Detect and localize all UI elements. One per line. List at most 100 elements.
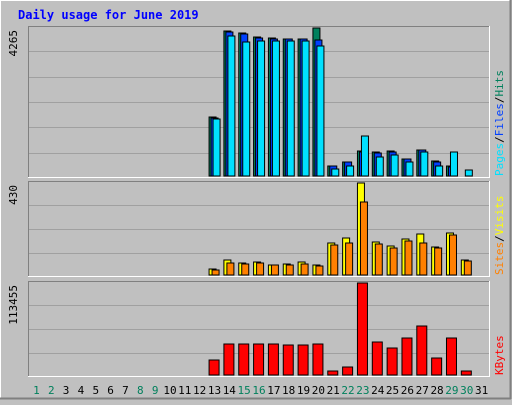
series-kbytes [208, 282, 472, 376]
panel-max-label: 113455 [7, 285, 20, 325]
series-sites [211, 201, 472, 276]
x-tick-label: 6 [107, 384, 114, 397]
legend-sites: Sites [493, 242, 506, 275]
x-tick-label: 26 [401, 384, 414, 397]
bar-pages-day-21 [331, 168, 340, 177]
bar-pages-day-13 [212, 118, 221, 177]
x-tick-label: 14 [223, 384, 237, 397]
x-tick-label: 16 [252, 384, 265, 397]
bar-kbytes-day-20 [312, 343, 324, 376]
panel-max-label: 430 [7, 185, 20, 205]
bar-sites-day-14 [226, 262, 235, 276]
legend-kbytes: KBytes [493, 335, 506, 375]
x-tick-label: 24 [371, 384, 385, 397]
bar-kbytes-day-22 [342, 366, 354, 376]
x-tick-label: 19 [297, 384, 310, 397]
x-tick-label: 13 [208, 384, 221, 397]
bar-kbytes-day-30 [460, 370, 472, 376]
x-tick-label: 8 [137, 384, 144, 397]
bar-pages-day-22 [346, 165, 355, 177]
bar-pages-day-27 [420, 151, 429, 177]
x-tick-label: 17 [267, 384, 280, 397]
bar-kbytes-day-18 [282, 344, 294, 376]
series-pages [212, 35, 473, 177]
chart-panels: 4265Pages/Files/Hits430Sites/Visits11345… [7, 26, 506, 377]
bar-sites-day-17 [270, 264, 279, 276]
chart-title: Daily usage for June 2019 [18, 8, 199, 22]
bar-pages-day-17 [271, 40, 280, 177]
bar-kbytes-day-27 [416, 325, 428, 376]
x-tick-label: 4 [78, 384, 85, 397]
bar-sites-day-27 [419, 242, 428, 276]
bar-pages-day-23 [360, 135, 369, 177]
legend-pages: Pages [493, 143, 506, 176]
bar-kbytes-day-26 [401, 337, 413, 376]
panel-2: 430 Sites/Visits [7, 181, 506, 277]
bar-kbytes-day-13 [208, 359, 220, 376]
bar-pages-day-26 [405, 161, 414, 177]
legend-visits: Visits [493, 196, 506, 236]
x-tick-label: 31 [475, 384, 488, 397]
bar-kbytes-day-15 [238, 343, 250, 376]
legend-separator: / [493, 97, 506, 104]
legend-hits: Hits [493, 70, 506, 97]
x-tick-label: 12 [193, 384, 206, 397]
legend-files: Files [493, 103, 506, 136]
bar-sites-day-25 [389, 247, 398, 276]
bar-kbytes-day-25 [386, 347, 398, 376]
bar-sites-day-29 [448, 234, 457, 276]
x-tick-label: 7 [122, 384, 129, 397]
bar-kbytes-day-23 [356, 282, 368, 376]
bar-pages-day-18 [286, 40, 295, 177]
bar-pages-day-20 [316, 45, 325, 177]
x-tick-label: 22 [341, 384, 354, 397]
bar-pages-day-28 [435, 165, 444, 177]
x-tick-label: 23 [356, 384, 369, 397]
bar-sites-day-24 [374, 243, 383, 276]
x-tick-label: 21 [327, 384, 340, 397]
bar-pages-day-14 [227, 35, 236, 177]
x-tick-label: 30 [460, 384, 473, 397]
bar-sites-day-23 [359, 201, 368, 276]
bar-pages-day-29 [449, 151, 458, 177]
bar-sites-day-20 [315, 265, 324, 276]
panel-legend: Pages/Files/Hits [493, 70, 506, 176]
legend-separator: / [493, 235, 506, 242]
bar-pages-day-25 [390, 154, 399, 177]
x-tick-label: 25 [386, 384, 399, 397]
bar-pages-day-19 [301, 40, 310, 177]
bar-kbytes-day-21 [327, 370, 339, 376]
bar-kbytes-day-28 [431, 357, 443, 376]
x-tick-label: 20 [312, 384, 325, 397]
x-tick-label: 2 [48, 384, 55, 397]
bar-sites-day-26 [404, 240, 413, 276]
bar-kbytes-day-24 [371, 341, 383, 376]
bar-pages-day-24 [375, 156, 384, 177]
bar-pages-day-30 [464, 169, 473, 177]
x-tick-label: 15 [238, 384, 251, 397]
bar-sites-day-22 [345, 242, 354, 276]
bar-kbytes-day-16 [253, 343, 265, 376]
x-tick-label: 3 [63, 384, 70, 397]
panel-legend: KBytes [493, 335, 506, 375]
bar-sites-day-18 [285, 264, 294, 276]
bar-pages-day-15 [242, 41, 251, 177]
panel-max-label: 4265 [7, 30, 20, 57]
x-tick-label: 29 [445, 384, 458, 397]
bar-sites-day-15 [241, 263, 250, 276]
bar-sites-day-28 [434, 247, 443, 276]
x-tick-label: 27 [416, 384, 429, 397]
bar-kbytes-day-29 [445, 337, 457, 376]
x-tick-label: 5 [92, 384, 99, 397]
x-tick-label: 10 [163, 384, 176, 397]
bar-sites-day-16 [256, 262, 265, 276]
x-tick-label: 18 [282, 384, 295, 397]
x-tick-label: 28 [430, 384, 443, 397]
bar-pages-day-16 [257, 40, 266, 177]
legend-separator: / [493, 136, 506, 143]
bar-kbytes-day-19 [297, 344, 309, 376]
x-tick-label: 9 [152, 384, 159, 397]
bar-kbytes-day-17 [267, 343, 279, 376]
bar-sites-day-30 [463, 260, 472, 276]
